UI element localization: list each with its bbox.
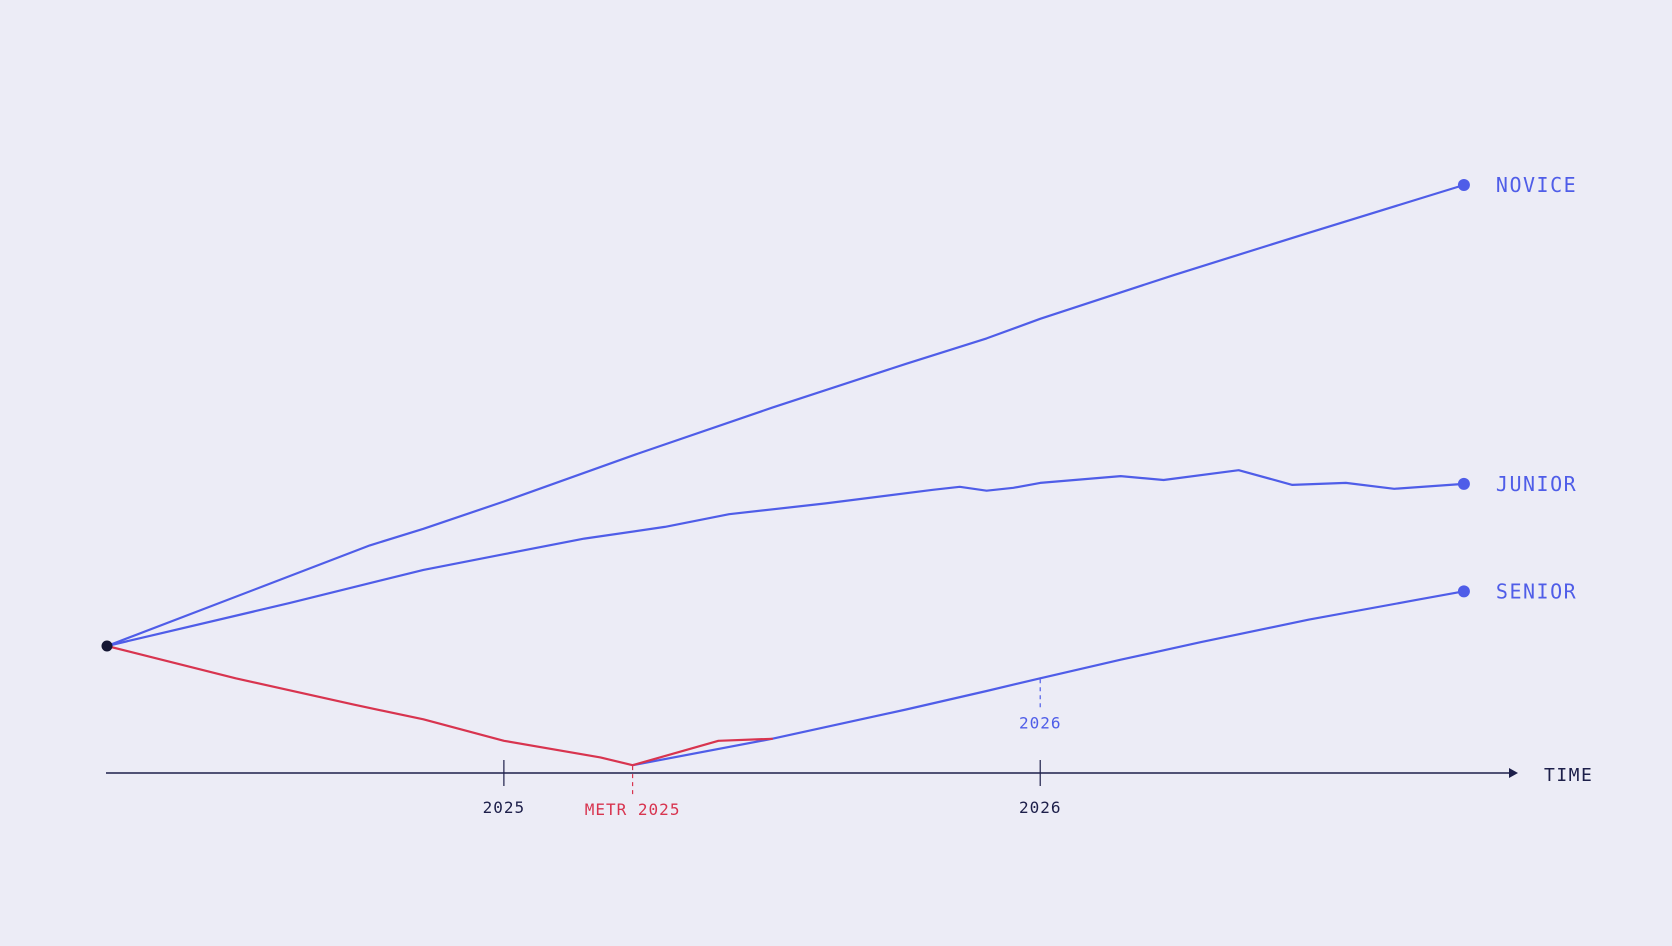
- x-axis: TIME 2025 2026: [106, 760, 1593, 817]
- series-line-novice: [105, 183, 1465, 648]
- x-axis-title: TIME: [1544, 765, 1593, 786]
- x-tick-label: 2025: [483, 798, 526, 817]
- series-line-metr-2025: [105, 644, 774, 767]
- series-label-junior: JUNIOR: [1496, 472, 1577, 496]
- annotation-label: 2026: [1019, 713, 1062, 732]
- origin-point: [101, 640, 113, 652]
- annotations-group: METR 2025 2026: [585, 679, 1062, 819]
- series-line-senior: [631, 590, 1465, 767]
- series-endpoint-junior: [1457, 477, 1470, 490]
- series-endpoint-novice: [1457, 179, 1470, 192]
- annotation-label: METR 2025: [585, 800, 681, 819]
- series-labels-group: NOVICE JUNIOR SENIOR: [101, 173, 1577, 652]
- x-tick-label: 2026: [1019, 798, 1062, 817]
- series-label-senior: SENIOR: [1496, 579, 1577, 603]
- series-endpoint-senior: [1457, 585, 1470, 598]
- series-line-junior: [105, 469, 1465, 648]
- x-axis-arrow: [1509, 768, 1518, 778]
- series-group: [105, 183, 1465, 767]
- series-label-novice: NOVICE: [1496, 173, 1577, 197]
